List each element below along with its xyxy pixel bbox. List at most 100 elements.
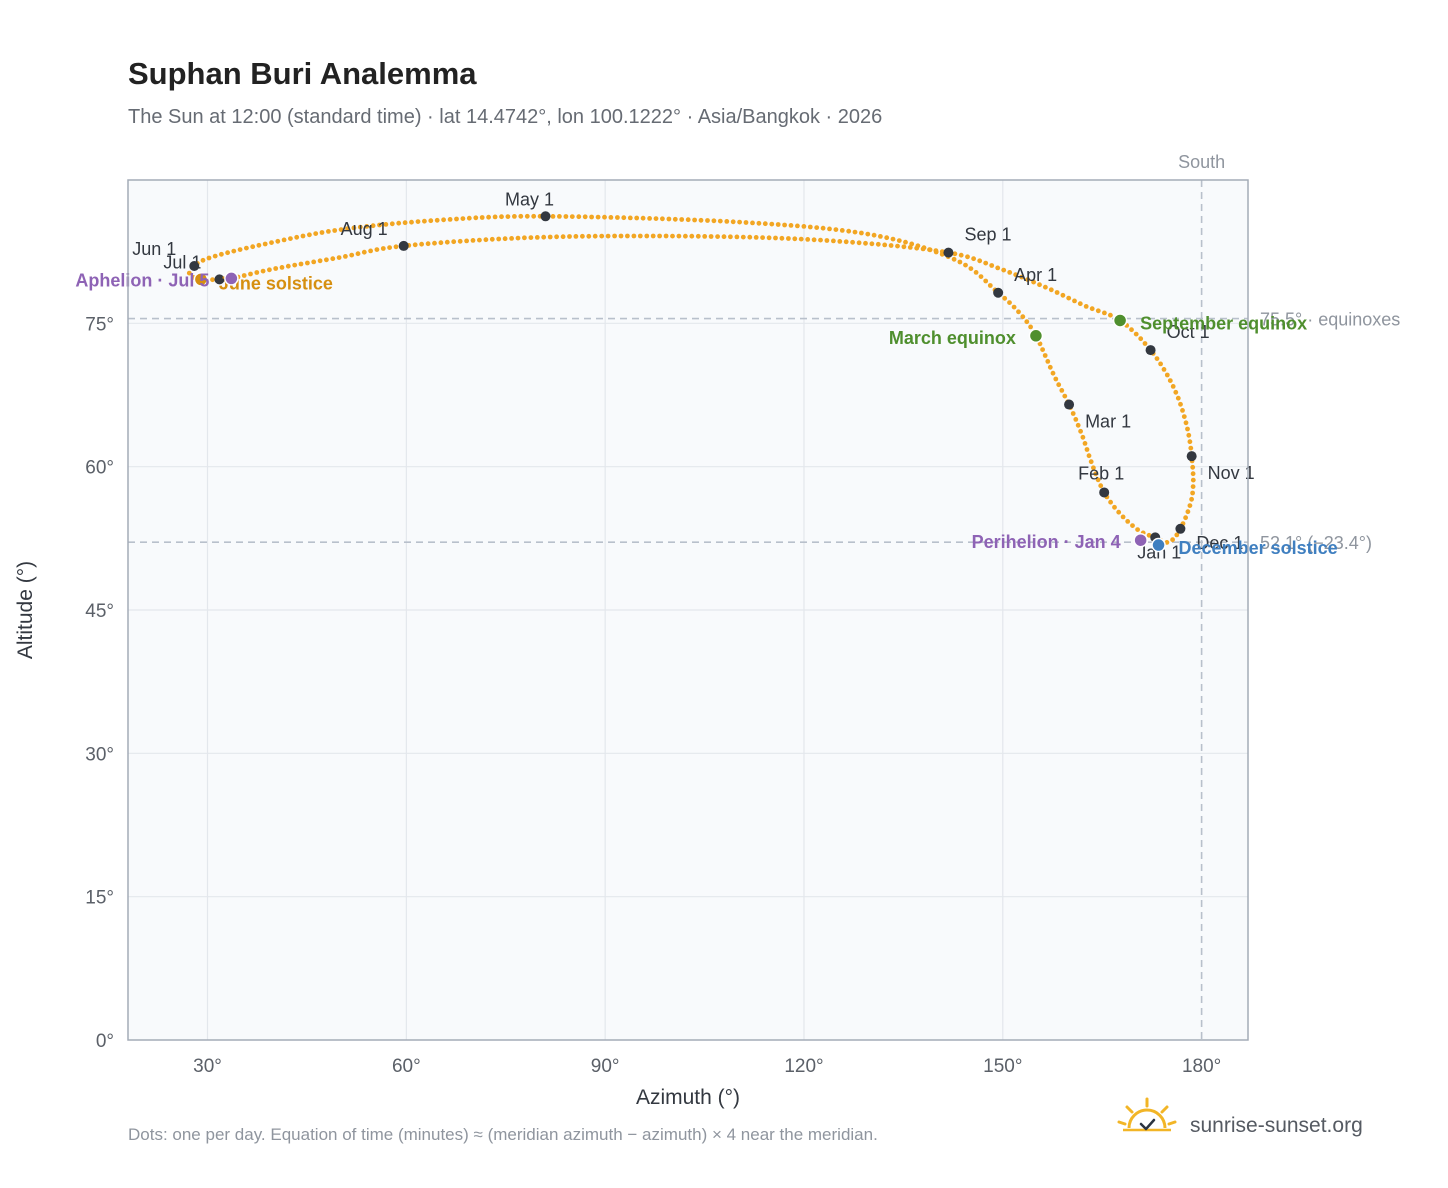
daily-sun-dot <box>963 262 968 268</box>
daily-sun-dot <box>563 214 569 219</box>
x-tick-label: 120° <box>784 1056 823 1077</box>
daily-sun-dot <box>952 251 958 257</box>
daily-sun-dot <box>977 258 983 264</box>
daily-sun-dot <box>1043 284 1048 290</box>
daily-sun-dot <box>338 227 344 233</box>
daily-sun-dot <box>466 215 472 221</box>
daily-sun-dot <box>1024 319 1030 325</box>
daily-sun-dot <box>863 240 868 246</box>
daily-sun-dot <box>387 245 392 251</box>
daily-sun-dot <box>1130 523 1135 528</box>
month-marker <box>189 261 200 271</box>
daily-sun-dot <box>753 235 759 240</box>
daily-sun-dot <box>200 257 206 263</box>
daily-sun-dot <box>805 237 811 242</box>
daily-sun-dot <box>518 213 524 219</box>
event-label: June solstice <box>219 273 333 293</box>
daily-sun-dot <box>1189 496 1194 502</box>
daily-sun-dot <box>612 233 617 239</box>
daily-sun-dot <box>1183 515 1188 521</box>
daily-sun-dot <box>470 238 476 243</box>
daily-sun-dot <box>859 230 864 236</box>
daily-sun-dot <box>670 233 675 239</box>
event-label: March equinox <box>889 328 1016 348</box>
month-marker <box>1186 451 1197 462</box>
daily-sun-dot <box>760 235 765 241</box>
daily-sun-dot <box>1001 267 1007 273</box>
daily-sun-dot <box>1108 312 1113 318</box>
daily-sun-dot <box>850 239 855 245</box>
daily-sun-dot <box>573 234 579 239</box>
daily-sun-dot <box>560 234 566 240</box>
daily-sun-dot <box>451 239 457 245</box>
daily-sun-dot <box>324 257 329 263</box>
x-tick-label: 60° <box>392 1056 421 1077</box>
daily-sun-dot <box>307 232 312 238</box>
daily-sun-dot <box>1174 532 1180 538</box>
daily-sun-dot <box>1116 509 1122 515</box>
daily-sun-dot <box>869 241 875 247</box>
daily-sun-dot <box>1190 477 1196 483</box>
daily-sun-dot <box>298 261 304 267</box>
month-label: Jul 1 <box>163 252 201 272</box>
brand[interactable]: sunrise-sunset.org <box>1117 1097 1363 1137</box>
y-tick-label: 15° <box>85 888 114 909</box>
daily-sun-dot <box>1102 310 1107 316</box>
event-marker <box>1133 532 1148 548</box>
daily-sun-dot <box>888 243 894 248</box>
daily-sun-dot <box>666 216 672 222</box>
daily-sun-dot <box>1028 324 1033 330</box>
daily-sun-dot <box>415 219 421 225</box>
month-label: Jan 1 <box>1137 542 1181 562</box>
daily-sun-dot <box>254 270 260 275</box>
daily-sun-dot <box>1019 274 1025 280</box>
daily-sun-dot <box>454 216 459 222</box>
daily-sun-dot <box>515 235 521 241</box>
daily-sun-dot <box>740 234 746 240</box>
daily-sun-dot <box>689 233 695 239</box>
daily-sun-dot <box>582 214 588 220</box>
daily-sun-dot <box>711 218 717 224</box>
event-marker <box>1112 313 1128 328</box>
event-label: Perihelion · Jan 4 <box>972 532 1121 552</box>
daily-sun-dot <box>281 237 287 243</box>
daily-sun-dot <box>1078 428 1083 434</box>
daily-sun-dot <box>605 233 611 239</box>
daily-sun-dot <box>983 260 989 266</box>
month-marker <box>993 287 1004 298</box>
daily-sun-dot <box>550 214 556 219</box>
x-tick-label: 150° <box>983 1056 1022 1077</box>
daily-sun-dot <box>419 241 424 247</box>
daily-sun-dot <box>576 214 582 220</box>
daily-sun-dot <box>1112 504 1117 510</box>
daily-sun-dot <box>1120 514 1126 520</box>
daily-sun-dot <box>1059 388 1065 393</box>
month-label: Sep 1 <box>964 225 1011 245</box>
daily-sun-dot <box>313 231 319 237</box>
daily-sun-dot <box>1077 301 1083 307</box>
daily-sun-dot <box>292 262 298 268</box>
daily-sun-dot <box>1095 477 1101 483</box>
daily-sun-dot <box>438 240 444 246</box>
daily-sun-dot <box>683 233 688 239</box>
daily-sun-dot <box>865 231 871 237</box>
daily-sun-dot <box>1002 295 1008 301</box>
daily-sun-dot <box>305 260 310 266</box>
daily-sun-dot <box>843 239 849 245</box>
month-label: Dec 1 <box>1196 533 1243 553</box>
daily-sun-dot <box>1037 341 1043 347</box>
month-marker <box>1064 399 1075 410</box>
daily-sun-dot <box>1091 465 1096 471</box>
daily-sun-dot <box>260 268 266 274</box>
daily-sun-dot <box>567 234 572 239</box>
sun-logo-icon <box>1117 1097 1177 1132</box>
x-tick-label: 180° <box>1182 1056 1221 1077</box>
daily-sun-dot <box>1083 304 1089 309</box>
daily-sun-dot <box>852 229 858 235</box>
y-tick-label: 60° <box>85 458 114 479</box>
daily-sun-dot <box>927 247 932 253</box>
daily-sun-dot <box>250 244 256 250</box>
daily-sun-dot <box>1013 272 1019 278</box>
daily-sun-dot <box>698 217 704 223</box>
daily-sun-dot <box>839 228 845 233</box>
